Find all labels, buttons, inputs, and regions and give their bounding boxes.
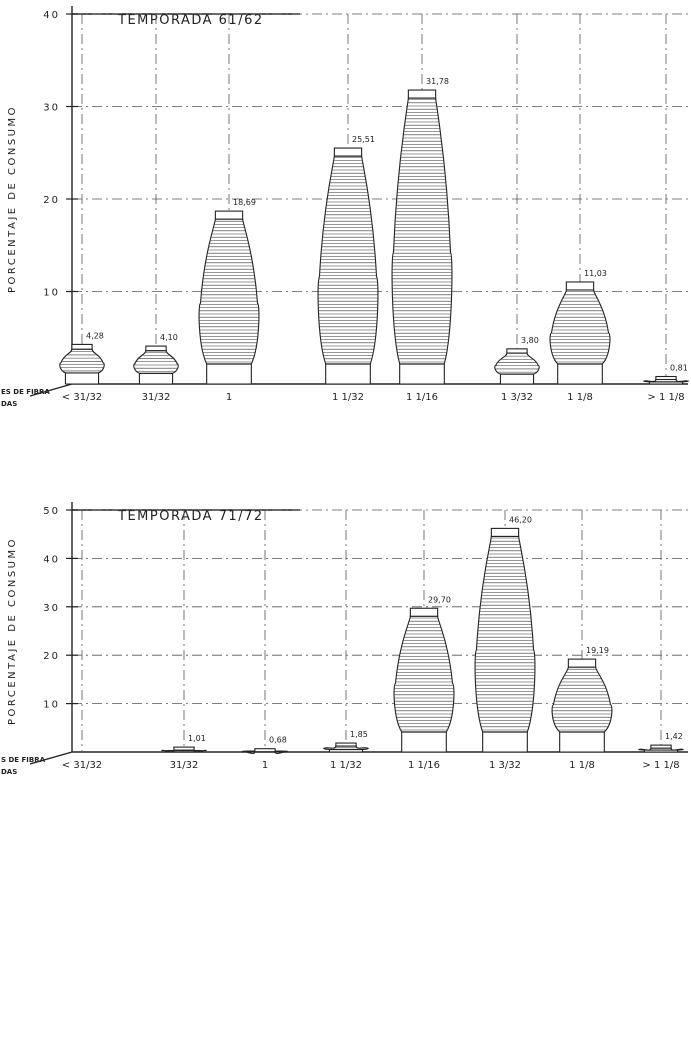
- bar-7: [549, 281, 611, 385]
- bar-cap: [214, 210, 244, 220]
- bar-cap: [173, 746, 195, 751]
- y-tick-label: 10: [43, 288, 60, 299]
- bar-3: [242, 748, 288, 754]
- bar-body: [474, 535, 536, 753]
- x-axis-label-line-2: DAS: [1, 400, 17, 408]
- x-category-label: 1 1/32: [330, 760, 362, 771]
- bar-8: [643, 375, 689, 385]
- bar-hatching: [475, 537, 535, 731]
- x-category-label: 1: [226, 392, 232, 403]
- x-axis-label-line-2: DAS: [1, 768, 17, 776]
- bar-value-label: 11,03: [584, 269, 607, 278]
- chart-title: TEMPORADA 71/72: [117, 509, 264, 524]
- bar-value-label: 18,69: [233, 198, 256, 207]
- y-axis-label: PORCENTAJE DE CONSUMO: [7, 105, 18, 293]
- chart-panel-1971-72: TEMPORADA 71/72 PORCENTAJE DE CONSUMO S …: [1, 502, 688, 776]
- x-axis-label-line-1: ES DE FIBRA: [1, 388, 50, 396]
- x-category-label: 1 3/32: [489, 760, 521, 771]
- bar-cap: [567, 658, 597, 668]
- x-category-label: > 1 1/8: [642, 760, 679, 771]
- bar-4: [317, 147, 379, 385]
- y-tick-label: 30: [43, 603, 60, 614]
- bar-2: [133, 345, 179, 385]
- x-category-label: 1 1/32: [332, 392, 364, 403]
- y-tick-label: 30: [43, 103, 60, 114]
- x-category-label: 31/32: [170, 760, 199, 771]
- bar-5: [393, 607, 455, 753]
- y-tick-label: 40: [43, 10, 60, 21]
- bar-value-label: 46,20: [509, 515, 532, 524]
- bar-value-label: 4,28: [86, 331, 104, 340]
- bar-cap: [506, 348, 528, 354]
- bar-cap: [254, 748, 276, 753]
- bar-body: [494, 352, 540, 385]
- y-tick-label: 10: [43, 700, 60, 711]
- bar-value-label: 1,01: [188, 734, 206, 743]
- bar-cap: [409, 607, 439, 617]
- bar-body: [549, 289, 611, 385]
- bar-value-label: 31,78: [426, 77, 449, 86]
- bar-6: [494, 348, 540, 385]
- bar-body: [317, 155, 379, 385]
- bar-1: [59, 343, 105, 385]
- bar-value-label: 0,81: [670, 364, 688, 373]
- bar-6: [474, 527, 536, 753]
- x-category-label: 1: [262, 760, 268, 771]
- y-tick-label: 40: [43, 554, 60, 565]
- x-category-label: 31/32: [142, 392, 171, 403]
- bar-value-label: 1,85: [350, 730, 368, 739]
- bar-5: [391, 89, 453, 385]
- chart-panel-1961-62: TEMPORADA 61/62 PORCENTAJE DE CONSUMO ES…: [1, 6, 689, 408]
- bar-hatching: [394, 617, 454, 731]
- bar-cap: [655, 375, 677, 381]
- x-axis-label-leader: [29, 383, 73, 397]
- bar-value-label: 29,70: [428, 595, 451, 604]
- x-category-label: 1 1/8: [567, 392, 593, 403]
- bar-8: [638, 744, 684, 753]
- bar-value-label: 4,10: [160, 333, 178, 342]
- x-category-label: > 1 1/8: [647, 392, 684, 403]
- bar-cap: [407, 89, 437, 99]
- y-axis-label: PORCENTAJE DE CONSUMO: [7, 537, 18, 725]
- bar-hatching: [392, 99, 452, 363]
- bar-value-label: 25,51: [352, 135, 375, 144]
- x-axis-label-leader: [29, 751, 73, 765]
- bar-cap: [145, 345, 167, 352]
- bar-body: [59, 348, 105, 385]
- bar-cap: [335, 742, 357, 747]
- x-category-label: 1 1/16: [408, 760, 440, 771]
- bar-cap: [333, 147, 363, 157]
- x-category-label: < 31/32: [62, 392, 102, 403]
- x-category-label: 1 1/8: [569, 760, 595, 771]
- x-category-label: 1 3/32: [501, 392, 533, 403]
- bar-value-label: 3,80: [521, 336, 539, 345]
- y-tick-label: 50: [43, 506, 60, 517]
- bar-2: [161, 746, 207, 753]
- bar-value-label: 1,42: [665, 732, 683, 741]
- y-tick-label: 20: [43, 651, 60, 662]
- bar-cap: [490, 527, 520, 537]
- bar-7: [551, 658, 613, 753]
- bar-value-label: 0,68: [269, 736, 287, 745]
- x-axis-label-line-1: S DE FIBRA: [1, 756, 46, 764]
- bar-value-label: 19,19: [586, 646, 609, 655]
- bar-cap: [565, 281, 595, 291]
- bar-cap: [71, 343, 93, 350]
- bar-cap: [650, 744, 672, 749]
- bar-3: [198, 210, 260, 385]
- x-category-label: 1 1/16: [406, 392, 438, 403]
- bar-hatching: [494, 355, 540, 373]
- chart-title: TEMPORADA 61/62: [117, 13, 264, 28]
- x-category-label: < 31/32: [62, 760, 102, 771]
- y-tick-label: 20: [43, 195, 60, 206]
- bar-4: [323, 742, 369, 753]
- bar-body: [551, 666, 613, 753]
